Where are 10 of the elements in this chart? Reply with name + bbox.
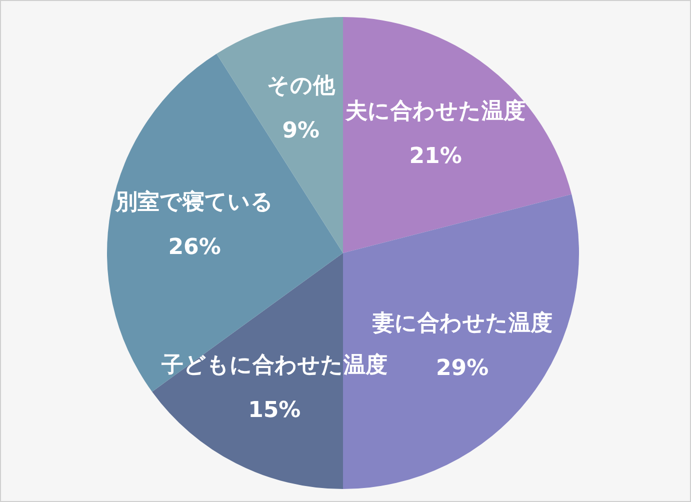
data-label: 21%: [409, 144, 462, 169]
slice-label: 妻に合わせた温度: [371, 310, 552, 336]
data-label: 9%: [282, 118, 320, 143]
slice-label: 別室で寝ている: [114, 188, 274, 215]
slice-label: 夫に合わせた温度: [344, 98, 526, 124]
data-label: 26%: [168, 234, 221, 260]
data-label: 15%: [248, 398, 301, 423]
slice-label: 子どもに合わせた温度: [160, 352, 388, 378]
slice-label: その他: [266, 73, 336, 98]
data-label: 29%: [436, 356, 489, 381]
